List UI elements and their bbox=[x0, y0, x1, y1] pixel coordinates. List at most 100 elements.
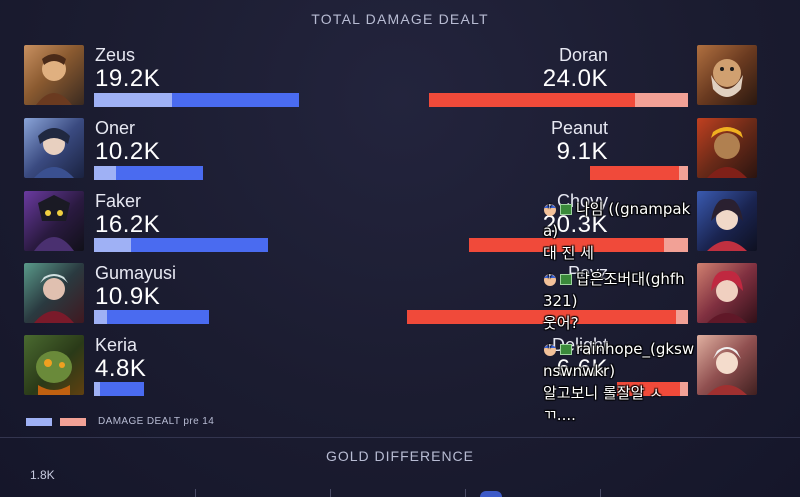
player-name: Faker bbox=[95, 191, 142, 211]
zeus-portrait-icon bbox=[24, 45, 84, 105]
damage-bar bbox=[469, 238, 688, 252]
doran-portrait-icon bbox=[697, 45, 757, 105]
right-player-1: Doran 24.0K bbox=[360, 45, 757, 109]
left-player-1: Zeus 19.2K bbox=[0, 45, 360, 109]
damage-bar-total bbox=[94, 166, 203, 180]
damage-title: TOTAL DAMAGE DEALT bbox=[311, 11, 489, 27]
fan-badge-icon: F bbox=[544, 344, 556, 356]
damage-bar-pre14 bbox=[94, 310, 107, 324]
chat-overlay: F 나임 ((gnampak a) 대 진 세 F 답은조버대(ghfh 321) … bbox=[543, 198, 723, 426]
player-name: Oner bbox=[95, 118, 136, 138]
damage-bar-total bbox=[617, 382, 688, 396]
right-player-4: Peyz bbox=[360, 263, 757, 327]
oner-portrait-icon bbox=[24, 118, 84, 178]
legend-swatch-red bbox=[60, 418, 86, 426]
gold-axis-tick bbox=[465, 489, 466, 497]
gold-difference-title: GOLD DIFFERENCE bbox=[325, 448, 474, 464]
keria-portrait-icon bbox=[24, 335, 84, 395]
subscriber-badge-icon bbox=[560, 344, 572, 355]
chat-username: 나임 ((gnampak bbox=[576, 200, 691, 218]
gold-marker bbox=[480, 491, 502, 497]
gold-axis-tick bbox=[600, 489, 601, 497]
damage-bar-total bbox=[94, 382, 144, 396]
damage-bar-total bbox=[429, 93, 688, 107]
chovy-portrait-icon bbox=[697, 191, 757, 251]
damage-value: 9.1K bbox=[556, 138, 608, 165]
damage-bar bbox=[590, 166, 688, 180]
damage-bar-pre14 bbox=[94, 238, 131, 252]
chat-message: F 답은조버대(ghfh 321) 웃어? bbox=[543, 268, 723, 334]
damage-bar-pre14 bbox=[679, 166, 688, 180]
chat-text: 알고보니 롤잘알 ㅅ bbox=[543, 384, 663, 402]
damage-bar bbox=[94, 382, 144, 396]
gold-axis-tick bbox=[330, 489, 331, 497]
chat-username: rainhope_(gksw bbox=[576, 340, 695, 358]
damage-bar-pre14 bbox=[94, 166, 116, 180]
damage-bar-pre14 bbox=[94, 93, 172, 107]
damage-bar-total bbox=[590, 166, 688, 180]
faker-portrait-icon bbox=[24, 191, 84, 251]
svg-text:F: F bbox=[549, 204, 552, 210]
chat-message: F 나임 ((gnampak a) 대 진 세 bbox=[543, 198, 723, 264]
fan-badge-icon: F bbox=[544, 204, 556, 216]
svg-text:F: F bbox=[549, 274, 552, 280]
damage-bar-pre14 bbox=[635, 93, 688, 107]
damage-value: 10.9K bbox=[95, 283, 161, 310]
legend-swatch-blue bbox=[26, 418, 52, 426]
damage-value: 16.2K bbox=[95, 211, 161, 238]
fan-badge-icon: F bbox=[544, 274, 556, 286]
damage-bar bbox=[617, 382, 688, 396]
left-player-3: Faker 16.2K bbox=[0, 191, 360, 255]
subscriber-badge-icon bbox=[560, 204, 572, 215]
section-divider bbox=[0, 437, 800, 438]
chat-username-cont: a) bbox=[543, 222, 559, 240]
chat-text-cont: ㄲ.... bbox=[543, 406, 576, 424]
player-name: Doran bbox=[558, 45, 608, 65]
gold-axis-tick bbox=[195, 489, 196, 497]
damage-bar bbox=[94, 310, 209, 324]
right-player-5: Delight 6.6K bbox=[360, 335, 757, 399]
damage-bar bbox=[429, 93, 688, 107]
peanut-portrait-icon bbox=[697, 118, 757, 178]
damage-value: 6.6K bbox=[556, 355, 608, 382]
damage-bar-total bbox=[94, 310, 209, 324]
chat-username-cont: 321) bbox=[543, 292, 578, 310]
damage-bar-pre14 bbox=[680, 382, 688, 396]
damage-bar bbox=[407, 310, 688, 324]
right-player-3: Chovy 20.3K bbox=[360, 191, 757, 255]
damage-value: 24.0K bbox=[542, 65, 608, 92]
damage-bar-total bbox=[94, 238, 268, 252]
player-name: Peyz bbox=[567, 263, 608, 283]
chat-username: 답은조버대(ghfh bbox=[576, 270, 685, 288]
damage-bar-pre14 bbox=[664, 238, 688, 252]
player-name: Gumayusi bbox=[95, 263, 177, 283]
svg-text:F: F bbox=[549, 344, 552, 350]
player-name: Peanut bbox=[550, 118, 608, 138]
player-name: Keria bbox=[95, 335, 138, 355]
delight-portrait-icon bbox=[697, 335, 757, 395]
chat-text: 웃어? bbox=[543, 314, 579, 332]
left-player-2: Oner 10.2K bbox=[0, 118, 360, 182]
damage-value: 4.8K bbox=[95, 355, 147, 382]
damage-bar bbox=[94, 166, 203, 180]
chat-text: 대 진 세 bbox=[543, 244, 594, 262]
right-player-2: Peanut 9.1K bbox=[360, 118, 757, 182]
left-player-4: Gumayusi 10.9K bbox=[0, 263, 360, 327]
damage-bar-total bbox=[469, 238, 688, 252]
damage-bar-total bbox=[407, 310, 688, 324]
damage-bar bbox=[94, 238, 268, 252]
gold-axis-label: 1.8K bbox=[30, 468, 55, 482]
player-name: Zeus bbox=[95, 45, 136, 65]
subscriber-badge-icon bbox=[560, 274, 572, 285]
chat-username-cont: nswnwkr) bbox=[543, 362, 616, 380]
left-player-5: Keria 4.8K bbox=[0, 335, 360, 399]
gumayusi-portrait-icon bbox=[24, 263, 84, 323]
damage-bar-pre14 bbox=[94, 382, 100, 396]
damage-value: 19.2K bbox=[95, 65, 161, 92]
peyz-portrait-icon bbox=[697, 263, 757, 323]
damage-value: 10.2K bbox=[95, 138, 161, 165]
damage-bar bbox=[94, 93, 299, 107]
legend-label: DAMAGE DEALT pre 14 bbox=[98, 416, 215, 427]
damage-value: 20.3K bbox=[542, 211, 608, 238]
